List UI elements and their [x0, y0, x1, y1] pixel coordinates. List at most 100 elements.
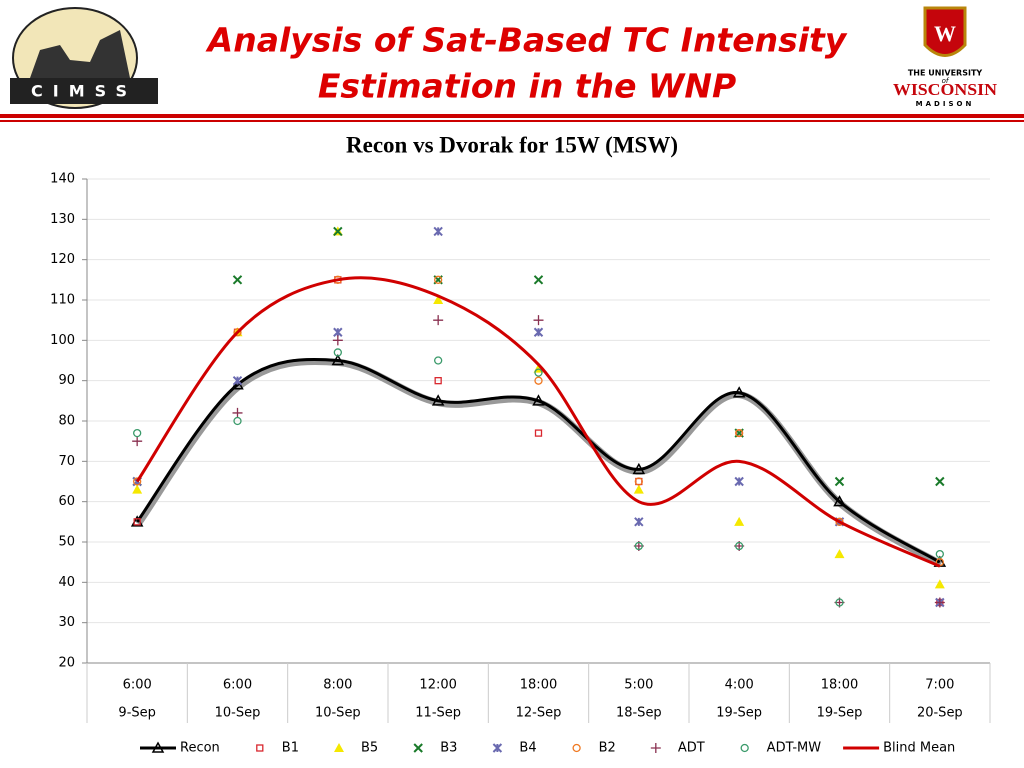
cimss-logo: CIMSS [10, 7, 158, 109]
legend-label: Blind Mean [883, 741, 955, 756]
x-tick-label: 9-Sep [118, 706, 155, 721]
marker [233, 416, 242, 426]
y-tick-label: 110 [50, 293, 75, 308]
marker [650, 743, 661, 753]
marker [331, 353, 345, 366]
x-tick-label: 12-Sep [516, 706, 562, 721]
logo-text: WISCONSIN [893, 80, 998, 99]
marker [632, 462, 646, 475]
header-rule [0, 120, 1024, 122]
x-tick-label: 5:00 [624, 678, 653, 693]
marker [413, 743, 423, 753]
uw-logo: W THE UNIVERSITY of WISCONSIN MADISON [893, 6, 998, 108]
marker [133, 477, 142, 486]
y-tick-label: 40 [58, 575, 75, 590]
marker [132, 436, 143, 447]
marker [333, 226, 343, 237]
marker [151, 741, 165, 753]
marker [934, 579, 945, 589]
marker [934, 597, 945, 608]
marker [232, 407, 243, 418]
x-tick-label: 6:00 [223, 678, 252, 693]
marker [634, 477, 643, 486]
y-tick-label: 20 [58, 656, 75, 671]
x-tick-label: 19-Sep [817, 706, 863, 721]
legend-label: ADT-MW [767, 741, 822, 756]
header-rule [0, 114, 1024, 118]
marker [232, 275, 243, 285]
marker [740, 743, 749, 753]
y-tick-label: 30 [58, 615, 75, 630]
marker [533, 275, 544, 285]
marker [732, 386, 746, 398]
marker [534, 376, 543, 385]
marker [433, 226, 443, 237]
marker [332, 335, 343, 346]
x-tick-label: 7:00 [925, 678, 954, 693]
logo-text: CIMSS [31, 82, 137, 101]
marker [634, 541, 643, 551]
marker [833, 495, 846, 507]
marker [834, 549, 845, 559]
marker [533, 327, 544, 337]
marker [634, 517, 644, 527]
marker [532, 394, 545, 406]
slide-title: Analysis of Sat-Based TC Intensity [205, 21, 848, 60]
x-tick-label: 8:00 [323, 678, 352, 693]
y-tick-label: 60 [58, 494, 75, 509]
marker [333, 348, 342, 357]
marker [734, 476, 744, 487]
logo-band [10, 78, 158, 104]
chart-title: Recon vs Dvorak for 15W (MSW) [346, 132, 678, 157]
marker [835, 598, 844, 607]
marker [735, 541, 744, 551]
marker [834, 476, 845, 487]
x-tick-label: 6:00 [123, 678, 152, 693]
marker [433, 315, 444, 326]
marker [232, 375, 243, 386]
logo-text: THE UNIVERSITY [908, 69, 983, 78]
x-tick-label: 18:00 [520, 678, 557, 693]
y-tick-label: 90 [58, 373, 75, 388]
marker [256, 744, 264, 752]
line [135, 357, 941, 564]
x-tick-label: 4:00 [725, 678, 754, 693]
x-tick-label: 19-Sep [716, 706, 762, 721]
marker [572, 743, 581, 753]
legend-item: ADT [650, 741, 705, 756]
legend-item: ADT-MW [740, 741, 822, 756]
marker [935, 476, 945, 487]
legend-item: B3 [413, 741, 457, 756]
crest [923, 6, 967, 57]
y-tick-label: 100 [50, 333, 75, 348]
line-shadow [135, 357, 943, 568]
marker [433, 295, 444, 304]
marker [492, 743, 503, 753]
x-tick-label: 10-Sep [215, 706, 261, 721]
marker [334, 743, 344, 752]
y-tick-label: 130 [50, 212, 75, 227]
legend-label: B1 [282, 741, 299, 756]
marker [133, 518, 141, 526]
marker [533, 315, 544, 326]
x-tick-label: 12:00 [419, 678, 456, 693]
marker [333, 327, 343, 337]
x-tick-label: 11-Sep [415, 706, 461, 721]
x-tick-label: 18:00 [821, 678, 858, 693]
marker [132, 484, 143, 494]
crest-w: W [934, 21, 956, 46]
marker [734, 516, 745, 526]
legend-item: Recon [140, 741, 220, 756]
marker [434, 377, 442, 385]
marker [233, 328, 242, 337]
logo-silhouette [30, 30, 130, 78]
x-tick-label: 18-Sep [616, 706, 662, 721]
marker [835, 517, 844, 526]
y-tick-label: 80 [58, 414, 75, 429]
logo-text: of [942, 77, 950, 85]
legend-label: B4 [519, 741, 536, 756]
marker [434, 275, 443, 284]
marker [735, 428, 744, 438]
legend-label: ADT [678, 741, 705, 756]
